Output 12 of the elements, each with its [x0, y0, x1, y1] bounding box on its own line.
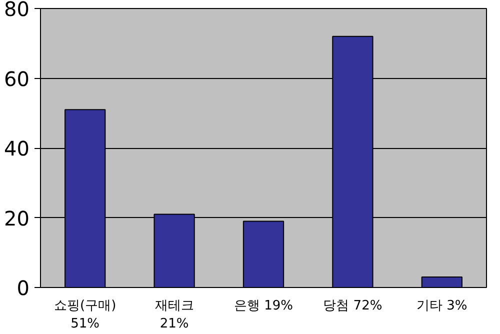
x-tick-label: 당첨 72%: [323, 298, 382, 314]
y-tick-label: 40: [4, 136, 30, 160]
x-tick-label: 기타 3%: [416, 298, 468, 314]
y-tick-label: 20: [4, 206, 30, 230]
y-tick-label: 60: [4, 66, 30, 91]
bar: [421, 276, 462, 288]
x-tick-label: 재테크 21%: [154, 298, 194, 332]
x-tick-label: 은행 19%: [234, 298, 294, 314]
x-tick-label: 쇼핑(구매) 51%: [54, 298, 116, 332]
bar: [242, 220, 284, 288]
y-tick-label: 0: [16, 276, 30, 300]
y-tick-label: 80: [4, 0, 30, 21]
